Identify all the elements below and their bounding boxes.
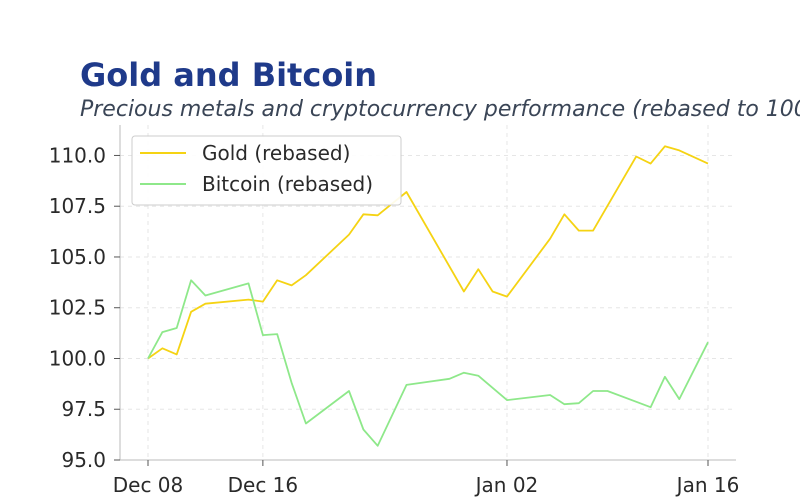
- x-tick-label: Jan 16: [675, 473, 740, 497]
- y-tick-label: 95.0: [61, 448, 106, 472]
- y-tick-label: 102.5: [49, 296, 106, 320]
- y-tick-label: 110.0: [49, 143, 106, 167]
- y-axis-ticks: 95.0 97.5 100.0 102.5 105.0 107.5 110.0: [49, 143, 120, 472]
- series-line-bitcoin: [147, 279, 709, 447]
- y-tick-label: 97.5: [61, 397, 106, 421]
- chart-legend: Gold (rebased) Bitcoin (rebased): [131, 135, 402, 206]
- y-tick-label: 100.0: [49, 346, 106, 370]
- y-tick-label: 105.0: [49, 245, 106, 269]
- axes: [119, 125, 736, 461]
- y-tick-label: 107.5: [49, 194, 106, 218]
- series-lines: [147, 145, 709, 447]
- x-tick-label: Dec 08: [113, 473, 184, 497]
- legend-label-bitcoin: Bitcoin (rebased): [202, 172, 373, 196]
- x-tick-label: Dec 16: [228, 473, 299, 497]
- series-line-gold: [147, 145, 709, 360]
- legend-label-gold: Gold (rebased): [202, 141, 350, 165]
- x-tick-label: Jan 02: [474, 473, 539, 497]
- chart-title: Gold and Bitcoin: [80, 56, 378, 94]
- chart-subtitle: Precious metals and cryptocurrency perfo…: [80, 97, 800, 122]
- x-axis-ticks: Dec 08 Dec 16 Jan 02 Jan 16: [113, 460, 740, 497]
- legend-box: [131, 135, 402, 206]
